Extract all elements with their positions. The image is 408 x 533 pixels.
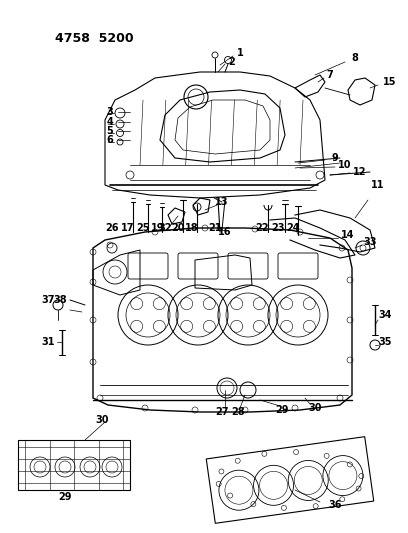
Text: 32: 32 [158,223,172,233]
Text: 17: 17 [121,223,135,233]
Text: 12: 12 [353,167,367,177]
Text: 20: 20 [171,223,185,233]
Text: 29: 29 [58,492,72,502]
Text: 9: 9 [332,153,338,163]
Text: 22: 22 [255,223,269,233]
Text: 28: 28 [231,407,245,417]
Text: 10: 10 [338,160,352,170]
Text: 35: 35 [378,337,392,347]
Text: 26: 26 [105,223,119,233]
Text: 14: 14 [341,230,355,240]
Text: 7: 7 [327,70,333,80]
Text: 23: 23 [271,223,285,233]
Text: 15: 15 [383,77,397,87]
Text: 29: 29 [275,405,289,415]
Text: 16: 16 [218,227,232,237]
Text: 4758  5200: 4758 5200 [55,32,134,45]
Text: 11: 11 [371,180,385,190]
Text: 5: 5 [106,126,113,136]
Text: 31: 31 [41,337,55,347]
Text: 1: 1 [237,48,244,58]
Text: 36: 36 [328,500,342,510]
Text: 30: 30 [308,403,322,413]
Text: 38: 38 [53,295,67,305]
Text: 34: 34 [378,310,392,320]
Text: 27: 27 [215,407,229,417]
Text: 30: 30 [95,415,109,425]
Text: 6: 6 [106,135,113,145]
Text: 3: 3 [106,107,113,117]
Text: 33: 33 [363,237,377,247]
Text: 4: 4 [106,117,113,127]
Text: 37: 37 [41,295,55,305]
Text: 13: 13 [215,197,229,207]
Text: 25: 25 [136,223,150,233]
Text: 19: 19 [151,223,165,233]
Text: 21: 21 [208,223,222,233]
Text: 24: 24 [286,223,300,233]
Text: 8: 8 [352,53,359,63]
Text: 18: 18 [185,223,199,233]
Text: 2: 2 [228,57,235,67]
